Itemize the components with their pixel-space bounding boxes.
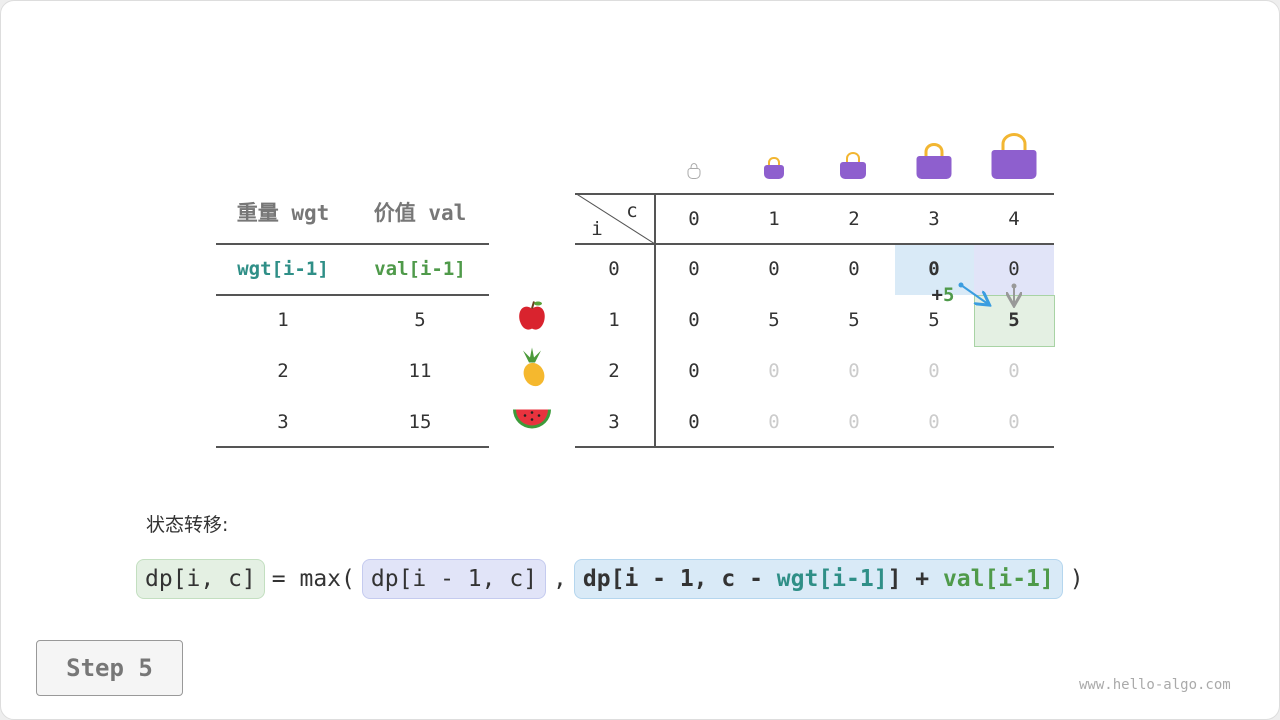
row-header: 1 [608,309,620,331]
subheader-val: val[i-1] [374,258,466,280]
formula-text: ] + [887,566,943,592]
formula-wgt: wgt[i-1] [776,566,888,592]
col-header: 3 [928,208,940,230]
bag-icon-1 [764,157,784,179]
dp-cell: 5 [768,309,780,331]
dp-cell: 0 [688,360,700,382]
apple-icon [517,300,547,339]
formula-option2: dp[i - 1, c - wgt[i-1]] + val[i-1] [573,559,1063,599]
dp-cell: 0 [928,411,940,433]
dp-cell: 0 [928,360,940,382]
bag-icon-0 [687,163,701,179]
formula-comma: , [553,566,567,592]
diagonal-divider [575,193,655,244]
plus-sign: + [931,284,943,306]
header-val: 价值 val [373,201,467,225]
step-button[interactable]: Step 5 [36,640,183,696]
pineapple-icon [515,347,549,394]
dp-cell: 0 [688,258,700,280]
dp-cell: 0 [1008,258,1020,280]
dp-cell: 0 [688,309,700,331]
dp-cell: 5 [928,309,940,331]
subheader-wgt: wgt[i-1] [237,258,329,280]
plus-value-annotation: +5 [932,284,955,306]
header-wgt: 重量 wgt [236,201,330,225]
dp-cell: 5 [1008,309,1020,331]
col-header: 4 [1008,208,1020,230]
formula-eq: = max( [271,566,355,592]
dp-cell: 0 [768,411,780,433]
watermark: www.hello-algo.com [1079,677,1231,693]
col-axis-label: c [626,200,638,222]
row-header: 3 [608,411,620,433]
dp-cell: 0 [1008,360,1020,382]
formula-val: val[i-1] [942,566,1054,592]
val-cell: 15 [408,411,432,433]
transition-label: 状态转移: [146,514,229,536]
formula-option1: dp[i - 1, c] [361,559,547,599]
bag-icon-3 [916,143,952,179]
row-axis-label: i [591,218,603,240]
divider [216,294,489,296]
dp-cell: 0 [848,360,860,382]
divider [654,193,656,447]
formula-close: ) [1069,566,1084,592]
col-header: 0 [688,208,700,230]
dp-cell: 5 [848,309,860,331]
watermelon-icon [511,404,553,439]
bag-icon-4 [991,133,1037,179]
dp-cell: 0 [1008,411,1020,433]
col-header: 2 [848,208,860,230]
dp-cell: 0 [848,411,860,433]
val-cell: 5 [414,309,426,331]
dp-cell: 0 [688,411,700,433]
divider [216,243,489,245]
formula-text: dp[i - 1, c - [582,566,777,592]
divider [575,446,1054,448]
dp-cell: 0 [768,360,780,382]
row-header: 0 [608,258,620,280]
wgt-cell: 3 [277,411,289,433]
dp-cell: 0 [928,258,940,280]
col-header: 1 [768,208,780,230]
divider [216,446,489,448]
row-header: 2 [608,360,620,382]
divider [575,193,1054,195]
plus-value: 5 [943,284,955,306]
bag-icon-2 [840,152,866,179]
dp-cell: 0 [848,258,860,280]
val-cell: 11 [408,360,432,382]
wgt-cell: 1 [277,309,289,331]
divider [575,243,1054,245]
formula: dp[i, c] = max( dp[i - 1, c] , dp[i - 1,… [136,559,1084,599]
dp-cell: 0 [768,258,780,280]
wgt-cell: 2 [277,360,289,382]
formula-lhs: dp[i, c] [136,559,265,599]
